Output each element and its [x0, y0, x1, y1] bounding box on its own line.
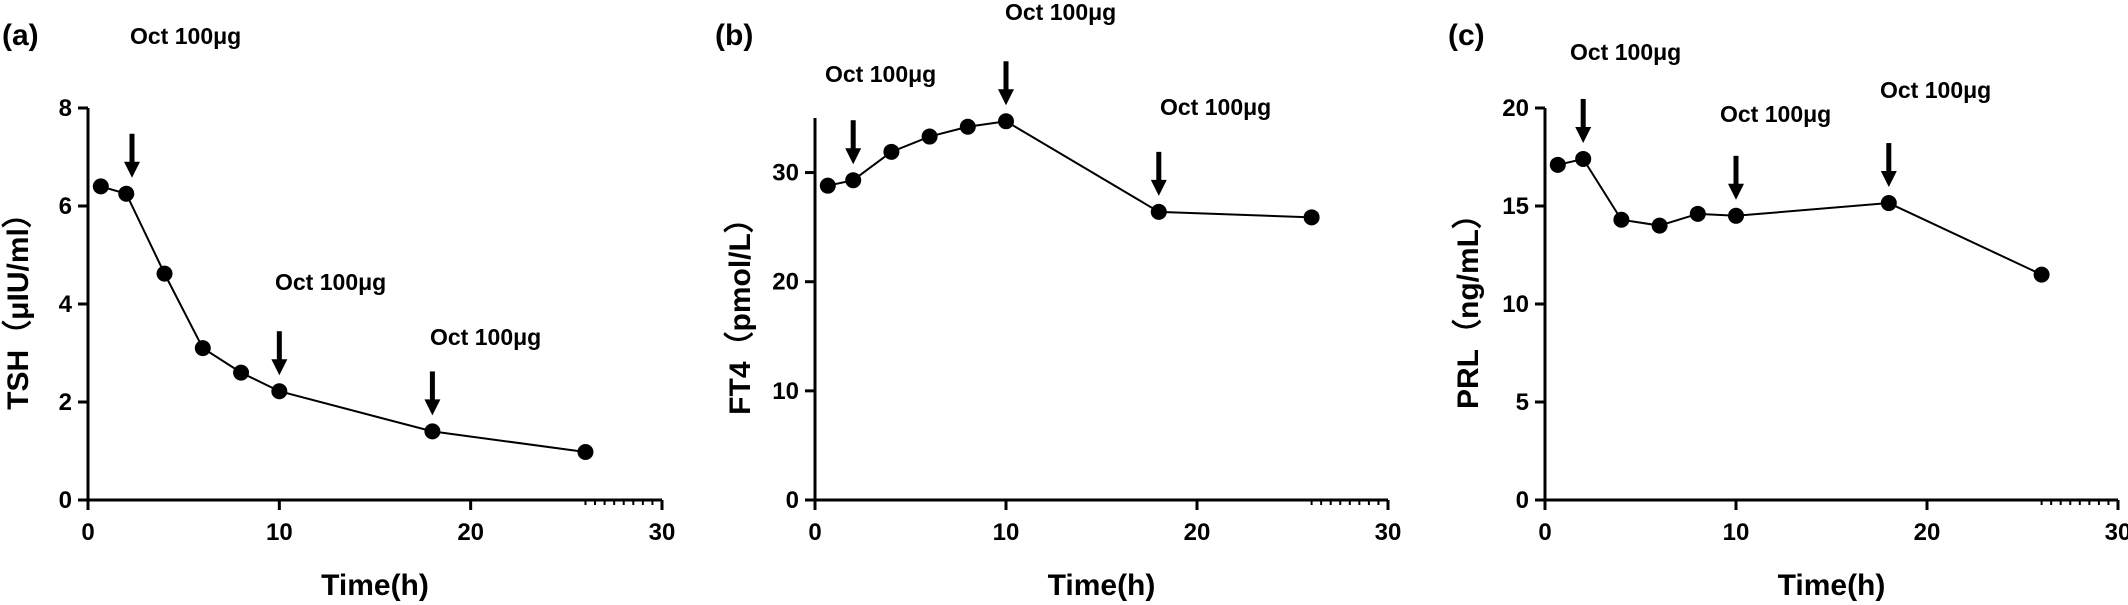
y-tick-label: 0 [786, 487, 799, 514]
annotation-arrowhead [845, 148, 862, 165]
data-point [233, 364, 250, 381]
series-line [827, 120, 1312, 219]
x-tick-label: 0 [808, 519, 821, 546]
panel-label: (b) [715, 19, 753, 52]
y-tick-label: 20 [1502, 95, 1529, 122]
data-point [998, 113, 1014, 130]
data-point [1575, 150, 1592, 167]
annotation-label: Oct 100μg [275, 269, 386, 295]
data-point [424, 423, 441, 440]
data-point [194, 340, 211, 357]
x-tick-label: 20 [1184, 519, 1211, 546]
x-tick-label: 30 [2105, 519, 2128, 546]
data-point [1613, 211, 1630, 228]
annotation-arrowhead [1728, 183, 1744, 200]
data-point [959, 118, 976, 135]
data-point [883, 143, 900, 160]
x-tick-label: 20 [1914, 519, 1941, 546]
panel-label: (c) [1448, 19, 1485, 52]
data-point [819, 177, 836, 194]
data-point [1880, 195, 1897, 212]
x-tick-label: 10 [993, 519, 1020, 546]
annotation-label: Oct 100μg [1720, 101, 1831, 127]
x-tick-label: 20 [457, 519, 484, 546]
y-axis-title: PRL（ng/mL） [1451, 199, 1485, 409]
y-tick-label: 2 [59, 389, 72, 416]
y-axis-title: FT4（pmol/L） [723, 203, 757, 415]
y-tick-label: 6 [59, 193, 72, 220]
y-tick-label: 10 [1502, 291, 1529, 318]
annotation-arrowhead [1150, 179, 1167, 196]
panel-c: (c) 0 5 10 15 20 0 10 20 30 Time(h) PRL（ng/mL） Oct 1… [1448, 19, 2128, 602]
annotation-label: Oct 100μg [1005, 0, 1116, 25]
data-point [1728, 207, 1744, 224]
annotation-arrowhead [998, 89, 1014, 106]
x-axis-title: Time(h) [1048, 569, 1156, 602]
data-point [1689, 205, 1706, 222]
data-point [1549, 156, 1566, 173]
data-point [92, 178, 109, 195]
data-point [921, 128, 938, 145]
y-tick-label: 15 [1502, 193, 1529, 220]
panel-a: (a) 0 2 4 6 8 0 10 20 30 Time(h) TSH（μIU/ml） Oct 100… [1, 19, 675, 602]
data-point [1651, 217, 1668, 234]
data-point [2033, 266, 2050, 283]
data-point [577, 443, 594, 460]
annotation-arrowhead [1575, 126, 1592, 143]
data-point [156, 265, 173, 282]
y-tick-label: 8 [59, 95, 72, 122]
y-axis-title: TSH（μIU/ml） [1, 198, 35, 410]
annotation-label: Oct 100μg [825, 61, 936, 87]
y-tick-label: 0 [1516, 487, 1529, 514]
annotation-arrowhead [124, 161, 141, 178]
x-tick-label: 0 [1538, 519, 1551, 546]
annotation-arrowhead [271, 359, 288, 376]
series-line [100, 185, 586, 453]
annotation-label: Oct 100μg [1880, 77, 1991, 103]
y-tick-label: 4 [59, 291, 73, 318]
data-point [118, 185, 135, 202]
annotation-label: Oct 100μg [130, 23, 241, 49]
y-tick-label: 0 [59, 487, 72, 514]
annotation-label: Oct 100μg [1570, 39, 1681, 65]
x-tick-label: 30 [1375, 519, 1402, 546]
panel-b: (b) 0 10 20 30 0 10 20 30 Time(h) FT4（pmol/L） Oct 1… [715, 0, 1401, 602]
x-axis-title: Time(h) [1778, 569, 1886, 602]
x-tick-label: 30 [649, 519, 676, 546]
annotation-arrowhead [424, 399, 441, 416]
data-point [271, 383, 288, 400]
annotation-label: Oct 100μg [430, 324, 541, 350]
y-tick-label: 20 [772, 269, 799, 296]
x-tick-label: 0 [81, 519, 94, 546]
data-point [845, 172, 862, 189]
annotation-label: Oct 100μg [1160, 94, 1271, 120]
data-point [1303, 209, 1320, 226]
panel-label: (a) [2, 19, 39, 52]
y-tick-label: 5 [1516, 389, 1529, 416]
data-point [1150, 203, 1167, 220]
x-tick-label: 10 [266, 519, 293, 546]
series-line [1557, 157, 2043, 276]
y-tick-label: 10 [772, 378, 799, 405]
x-axis-title: Time(h) [321, 569, 429, 602]
y-tick-label: 30 [772, 160, 799, 187]
annotation-arrowhead [1880, 171, 1897, 188]
x-tick-label: 10 [1723, 519, 1750, 546]
